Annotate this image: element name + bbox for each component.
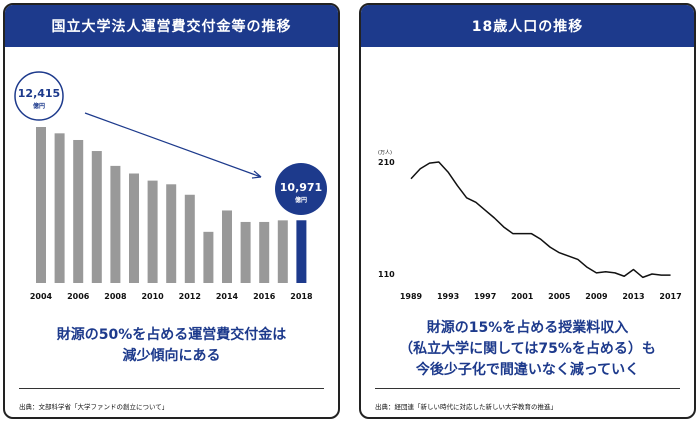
message-line: 財源の50%を占める運営費交付金は [56, 327, 287, 343]
bar [147, 180, 158, 283]
bar [277, 220, 288, 283]
start-value-badge [14, 71, 64, 121]
bar [240, 221, 251, 283]
arrow-head-icon [251, 170, 262, 179]
bar [54, 133, 65, 283]
x-tick-label: 1989 [400, 292, 423, 301]
y-tick-label: 210 [378, 158, 395, 167]
end-value-badge [275, 163, 327, 215]
x-tick-label: 1993 [437, 292, 459, 301]
message: 財源の15%を占める授業料収入 （私立大学に関しては75%を占める）も 今後少子… [361, 318, 694, 381]
funding-card: 国立大学法人運営費交付金等の推移 2004 2006 2008 2010 2012 201… [3, 3, 340, 419]
bar [91, 151, 102, 283]
bar [36, 127, 46, 283]
divider [375, 388, 680, 389]
x-tick-label: 2018 [290, 292, 313, 301]
bar [296, 220, 307, 283]
x-tick-label: 2006 [67, 292, 90, 301]
message: 財源の50%を占める運営費交付金は 減少傾向にある [5, 325, 338, 367]
message-line: 今後少子化で間違いなく減っていく [415, 362, 640, 378]
x-tick-label: 2008 [104, 292, 127, 301]
source-note: 出典：経団連「新しい時代に対応した新しい大学教育の推進」 [375, 403, 557, 411]
bar-chart: 2004 2006 2008 2010 2012 2014 2016 2018 12,415 億円… [14, 71, 327, 301]
x-tick-label: 2012 [179, 292, 201, 301]
start-value: 12,415 [18, 87, 60, 100]
bar [166, 184, 177, 283]
message-line: 減少傾向にある [122, 348, 221, 364]
divider [19, 388, 324, 389]
message-line: （私立大学に関しては75%を占める）も [399, 341, 656, 357]
population-line [410, 161, 671, 279]
bar [129, 173, 139, 283]
card-title: 18歳人口の推移 [361, 5, 694, 47]
x-tick-label: 2004 [30, 292, 53, 301]
x-tick-label: 1997 [474, 292, 496, 301]
bar [222, 210, 232, 283]
bar [259, 221, 270, 283]
x-tick-label: 2016 [253, 292, 276, 301]
x-tick-label: 2014 [216, 292, 239, 301]
y-axis-unit: (万人) [378, 150, 392, 156]
bar [73, 139, 84, 283]
x-tick-label: 2005 [548, 292, 571, 301]
start-unit: 億円 [33, 102, 45, 110]
line-chart: (万人) 110 210 1989 1993 1997 2001 2005 2009 2013 20… [378, 150, 682, 301]
y-tick-label: 110 [378, 270, 395, 279]
card-title: 国立大学法人運営費交付金等の推移 [5, 5, 338, 47]
source-note: 出典：文部科学省「大学ファンドの創立について」 [19, 403, 169, 411]
x-tick-label: 2001 [511, 292, 534, 301]
end-value: 10,971 [280, 181, 322, 194]
bar [203, 231, 214, 283]
population-card: 18歳人口の推移 (万人) 110 210 1989 1993 1997 2001 2005 2… [359, 3, 696, 419]
trend-arrow [84, 112, 262, 178]
x-tick-label: 2010 [141, 292, 164, 301]
bar [110, 165, 121, 283]
bar [184, 194, 195, 283]
message-line: 財源の15%を占める授業料収入 [426, 320, 629, 336]
x-tick-label: 2017 [659, 292, 681, 301]
end-unit: 億円 [295, 196, 307, 204]
x-tick-label: 2009 [585, 292, 608, 301]
x-tick-label: 2013 [622, 292, 644, 301]
